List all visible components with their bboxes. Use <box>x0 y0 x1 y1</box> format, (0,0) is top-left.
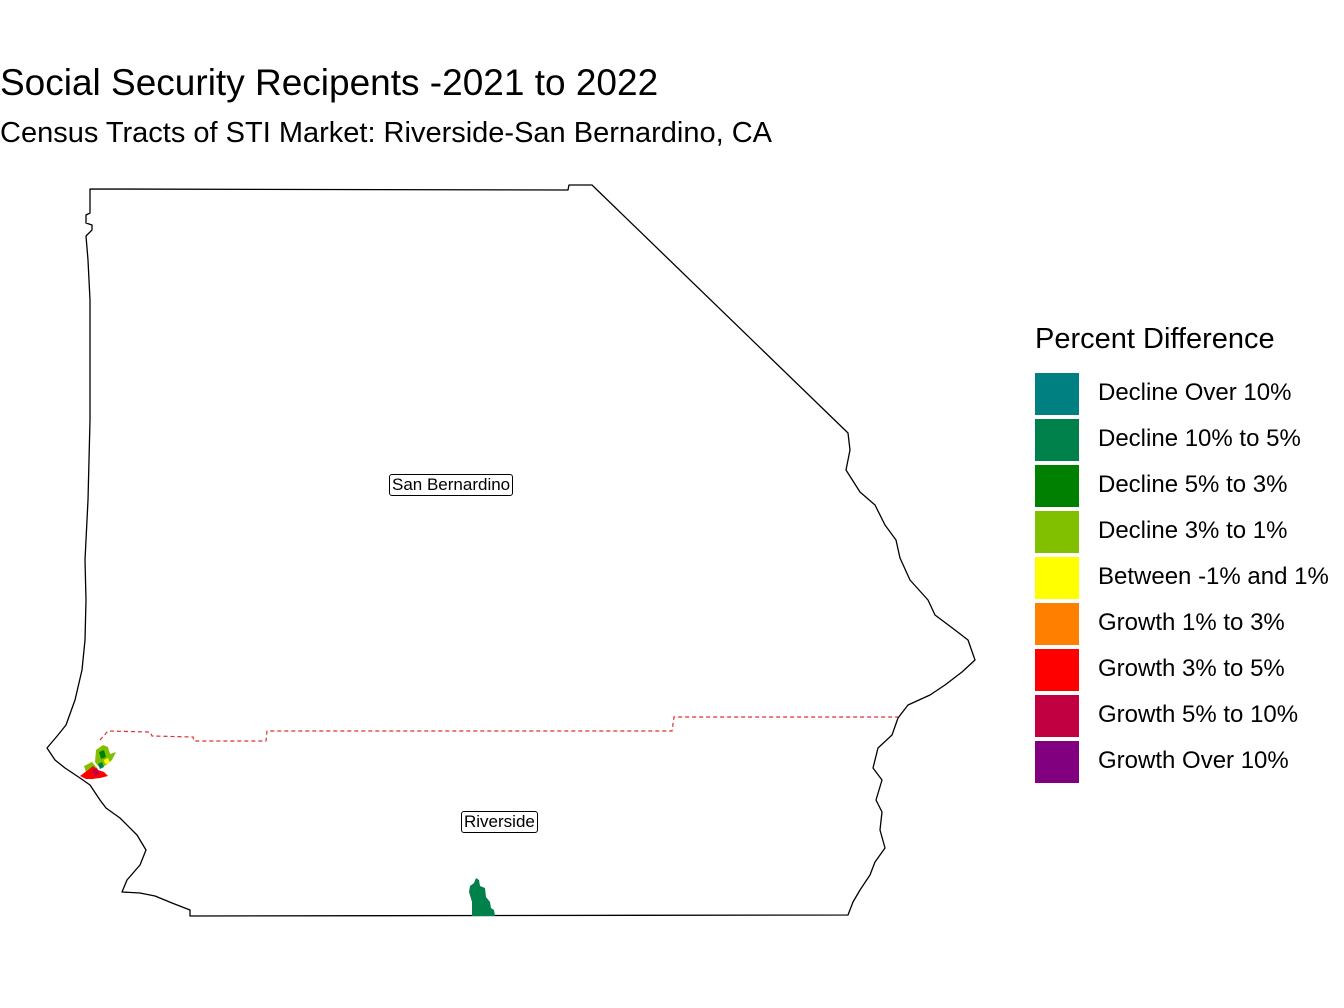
legend-label: Growth Over 10% <box>1098 747 1289 774</box>
legend-swatch <box>1035 649 1079 691</box>
county-boundary <box>99 716 898 742</box>
legend-label: Decline Over 10% <box>1098 379 1292 406</box>
tract-decline-10-5 <box>98 762 104 769</box>
legend-label: Growth 5% to 10% <box>1098 701 1299 728</box>
legend-swatch <box>1035 695 1079 737</box>
legend-item: Decline 10% to 5% <box>1035 416 1329 462</box>
tract-decline-5-3 <box>99 750 106 759</box>
legend-swatch <box>1035 511 1079 553</box>
legend-item: Growth 5% to 10% <box>1035 692 1329 738</box>
legend-item: Growth 3% to 5% <box>1035 646 1329 692</box>
legend-swatch <box>1035 465 1079 507</box>
legend-item: Decline 5% to 3% <box>1035 462 1329 508</box>
legend-label: Decline 10% to 5% <box>1098 425 1301 452</box>
legend-swatch <box>1035 557 1079 599</box>
legend-label: Decline 5% to 3% <box>1098 471 1288 498</box>
map-title: Social Security Recipents -2021 to 2022 <box>0 62 659 103</box>
legend-swatch <box>1035 741 1079 783</box>
legend-label: Decline 3% to 1% <box>1098 517 1288 544</box>
legend-items: Decline Over 10% Decline 10% to 5% Decli… <box>1035 370 1329 784</box>
legend: Percent Difference Decline Over 10% Decl… <box>1035 320 1329 784</box>
legend-swatch <box>1035 603 1079 645</box>
legend-label: Growth 1% to 3% <box>1098 609 1285 636</box>
legend-label: Growth 3% to 5% <box>1098 655 1285 682</box>
legend-swatch <box>1035 373 1079 415</box>
county-label-san-bernardino: San Bernardino <box>389 474 514 496</box>
legend-item: Decline 3% to 1% <box>1035 508 1329 554</box>
legend-swatch <box>1035 419 1079 461</box>
legend-item: Between -1% and 1% <box>1035 554 1329 600</box>
legend-item: Growth Over 10% <box>1035 738 1329 784</box>
market-outline <box>46 184 976 917</box>
tract-growth-5-10 <box>92 768 100 776</box>
county-map <box>46 184 976 917</box>
tract-cluster-northwest <box>80 745 116 779</box>
legend-title: Percent Difference <box>1035 323 1275 355</box>
legend-label: Between -1% and 1% <box>1098 563 1329 590</box>
tract-between-1 <box>104 758 110 764</box>
map-subtitle: Census Tracts of STI Market: Riverside-S… <box>0 117 773 149</box>
legend-item: Growth 1% to 3% <box>1035 600 1329 646</box>
county-label-riverside: Riverside <box>461 811 538 833</box>
legend-item: Decline Over 10% <box>1035 370 1329 416</box>
tract-south-decline-10-5 <box>469 878 495 916</box>
